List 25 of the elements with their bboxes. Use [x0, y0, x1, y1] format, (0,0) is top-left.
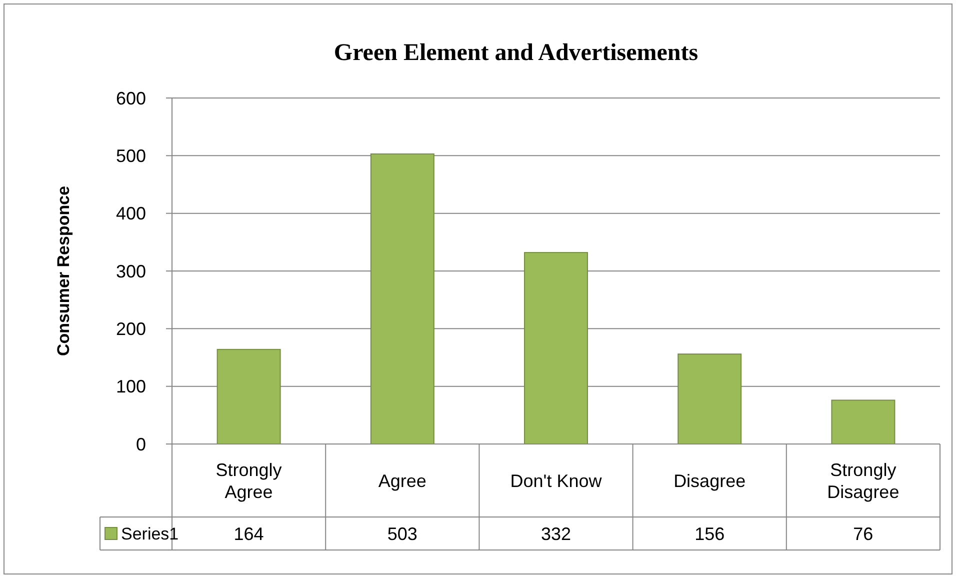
bar	[678, 354, 742, 444]
x-tick-label: Disagree	[674, 470, 746, 491]
y-tick-label: 100	[116, 376, 146, 397]
data-label: 503	[387, 524, 418, 544]
y-axis-title: Consumer Responce	[54, 186, 73, 356]
chart-title: Green Element and Advertisements	[334, 40, 698, 66]
y-tick-label: 600	[116, 88, 146, 108]
data-label: 76	[853, 524, 874, 544]
y-tick-label: 400	[116, 204, 146, 224]
x-tick-label: Strongly Agree	[216, 460, 282, 502]
data-label: 164	[234, 524, 264, 544]
legend-label: Series1	[121, 524, 179, 544]
x-tick-label: Don't Know	[510, 470, 603, 491]
y-tick-label: 500	[116, 146, 146, 166]
y-tick-label: 300	[116, 261, 146, 282]
bar	[216, 348, 281, 444]
y-tick-label: 200	[116, 318, 146, 339]
bar	[524, 252, 588, 444]
x-tick-label: Agree	[378, 470, 426, 491]
bar	[831, 400, 896, 444]
bar	[370, 153, 434, 444]
y-tick-label: 0	[136, 434, 146, 454]
data-label: 332	[540, 524, 572, 544]
x-tick-label: Strongly Disagree	[827, 460, 900, 502]
data-label: 156	[694, 524, 725, 544]
